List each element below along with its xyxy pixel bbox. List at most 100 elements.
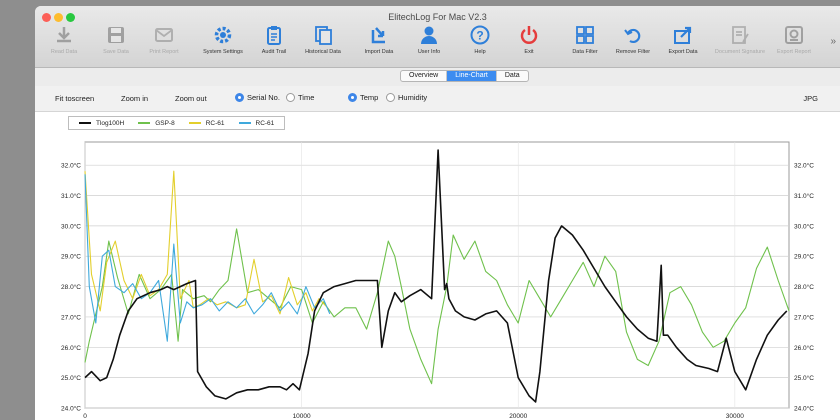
- y-tick-label-right: 28.0°C: [794, 283, 814, 291]
- y-tick-label-left: 30.0°C: [61, 222, 81, 230]
- radio-time[interactable]: Time: [286, 93, 314, 102]
- toolbar-remove-filter-button[interactable]: Remove Filter: [607, 24, 659, 64]
- series-line-rc-61-3: [84, 174, 331, 342]
- x-tick-label: 30000: [726, 413, 744, 420]
- svg-text:?: ?: [476, 29, 483, 43]
- tab-data[interactable]: Data: [504, 72, 520, 79]
- toolbar-overflow-chevron-icon[interactable]: »: [830, 36, 836, 47]
- undo-icon: [624, 28, 641, 44]
- toolbar-button-label: Save Data: [103, 49, 129, 55]
- toolbar-button-label: System Settings: [203, 49, 243, 55]
- chart-legend: Tlog100H GSP-8 RC-61 RC-61: [68, 116, 286, 130]
- zoom-out-button[interactable]: Zoom out: [175, 94, 207, 103]
- signature-icon: [732, 26, 749, 44]
- series-line-rc-61-2: [84, 170, 328, 315]
- toolbar-button-label: User Info: [417, 49, 441, 55]
- toolbar-system-settings-button[interactable]: System Settings: [197, 24, 249, 64]
- toolbar-button-label: Export Data: [668, 49, 698, 55]
- legend-item-tlog100h[interactable]: Tlog100H: [79, 120, 124, 127]
- chart-controls: Fit toscreen Zoom in Zoom out Serial No.…: [35, 86, 840, 112]
- toolbar-help-button[interactable]: ? Help: [454, 24, 506, 64]
- toolbar-read-data-button[interactable]: Read Data: [38, 24, 90, 64]
- report-icon: [785, 26, 803, 44]
- toolbar-audit-trail-button[interactable]: Audit Trail: [248, 24, 300, 64]
- grid-icon: [576, 26, 594, 44]
- radio-humidity-label: Humidity: [398, 93, 428, 102]
- x-tick-label: 10000: [293, 413, 311, 420]
- legend-item-gsp-8[interactable]: GSP-8: [138, 120, 175, 127]
- radio-humidity-dot: [386, 93, 395, 102]
- window-title: ElitechLog For Mac V2.3: [388, 12, 487, 22]
- x-tick-label: 0: [83, 413, 87, 420]
- clipboard-icon: [267, 26, 281, 45]
- radio-temp-dot: [348, 93, 357, 102]
- toolbar-user-info-button[interactable]: User Info: [403, 24, 455, 64]
- tab-overview[interactable]: Overview: [401, 71, 448, 81]
- export-icon: [674, 26, 692, 44]
- export-jpg-button[interactable]: JPG: [803, 94, 818, 103]
- toolbar-save-data-button[interactable]: Save Data: [90, 24, 142, 64]
- envelope-icon: [155, 28, 173, 42]
- toolbar-export-data-button[interactable]: Export Data: [657, 24, 709, 64]
- temperature-line-chart[interactable]: 24.0°C 24.0°C 25.0°C 25.0°C 26.0°C 26.0°C 27.0…: [35, 112, 840, 420]
- legend-label-tlog100h: Tlog100H: [96, 119, 125, 127]
- question-icon: ?: [470, 25, 490, 45]
- tab-line-chart[interactable]: Line-Chart: [447, 71, 497, 81]
- radio-temp-label: Temp: [360, 93, 379, 102]
- y-tick-label-left: 28.0°C: [61, 283, 81, 291]
- toolbar-button-label: Read Data: [50, 49, 78, 55]
- y-tick-label-left: 26.0°C: [61, 344, 81, 352]
- toolbar-historical-data-button[interactable]: Historical Data: [297, 24, 349, 64]
- toolbar-button-label: Export Report: [777, 49, 811, 55]
- download-icon: [57, 27, 71, 43]
- radio-time-dot: [286, 93, 295, 102]
- legend-swatch-gsp-8: [138, 122, 151, 124]
- toolbar-document-signature-button[interactable]: Document Signature: [714, 24, 766, 64]
- toolbar-print-report-button[interactable]: Print Report: [138, 24, 190, 64]
- toolbar-export-report-button[interactable]: Export Report: [768, 24, 820, 64]
- x-tick-label: 20000: [509, 413, 527, 420]
- series-line-gsp-8-1: [84, 228, 790, 385]
- toolbar-button-label: Document Signature: [714, 49, 766, 55]
- toolbar-button-label: Historical Data: [305, 49, 341, 55]
- y-tick-label-left: 27.0°C: [61, 313, 81, 321]
- legend-label-gsp-8: GSP-8: [155, 119, 175, 127]
- legend-label-rc-61-yellow: RC-61: [205, 119, 225, 127]
- zoom-in-button[interactable]: Zoom in: [121, 94, 149, 103]
- y-tick-label-right: 32.0°C: [794, 162, 814, 170]
- view-tabs: Overview Line-Chart Data: [400, 70, 529, 82]
- toolbar-import-data-button[interactable]: Import Data: [353, 24, 405, 64]
- legend-swatch-rc-61-yellow: [188, 122, 201, 124]
- y-tick-label-right: 29.0°C: [794, 253, 814, 261]
- y-tick-label-left: 29.0°C: [61, 253, 81, 261]
- floppy-disk-icon: [108, 27, 124, 43]
- radio-temp[interactable]: Temp: [348, 93, 378, 102]
- legend-item-rc-61-blue[interactable]: RC-61: [238, 120, 274, 127]
- legend-item-rc-61-yellow[interactable]: RC-61: [188, 119, 225, 127]
- y-tick-label-right: 24.0°C: [794, 405, 814, 413]
- y-tick-label-right: 26.0°C: [794, 344, 814, 352]
- legend-swatch-rc-61-blue: [238, 122, 251, 124]
- minimize-window-button[interactable]: [54, 13, 63, 22]
- y-tick-label-left: 31.0°C: [61, 192, 81, 200]
- radio-serial-no-dot: [235, 93, 244, 102]
- app-window: ElitechLog For Mac V2.3 Read Data Save Da…: [35, 6, 840, 420]
- fit-to-screen-button[interactable]: Fit toscreen: [55, 94, 95, 103]
- toolbar-data-filter-button[interactable]: Data Filter: [559, 24, 611, 64]
- toolbar-button-label: Exit: [524, 49, 534, 55]
- radio-serial-no[interactable]: Serial No.: [235, 93, 280, 102]
- y-tick-label-left: 25.0°C: [61, 374, 81, 382]
- power-icon: [520, 26, 538, 44]
- radio-humidity[interactable]: Humidity: [386, 93, 427, 102]
- toolbar-button-label: Data Filter: [572, 49, 598, 55]
- radio-time-label: Time: [298, 93, 315, 102]
- toolbar-button-label: Help: [474, 49, 486, 55]
- y-tick-label-left: 24.0°C: [61, 405, 81, 413]
- zoom-window-button[interactable]: [66, 13, 75, 22]
- gear-icon: [214, 26, 232, 44]
- y-tick-label-left: 32.0°C: [61, 162, 81, 170]
- documents-icon: [315, 26, 332, 45]
- close-window-button[interactable]: [42, 13, 51, 22]
- toolbar-exit-button[interactable]: Exit: [503, 24, 555, 64]
- radio-serial-no-label: Serial No.: [247, 93, 280, 102]
